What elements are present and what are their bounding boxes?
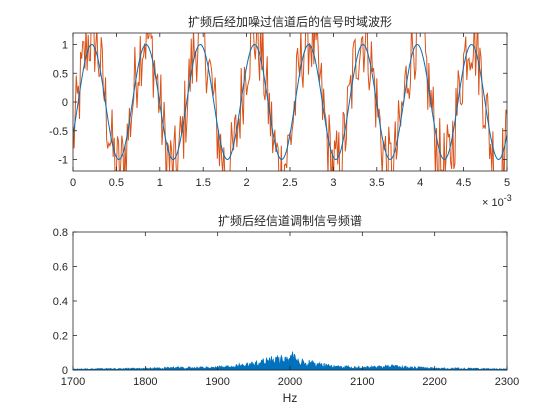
spectrum-ytick-label: 0.4	[53, 296, 68, 308]
y-ticks-spectrum: 0 0.2 0.4 0.6 0.8	[53, 227, 507, 377]
x-exponent-power: -3	[504, 193, 512, 203]
chart-title-spectrum: 扩频后经信道调制信号频谱	[218, 214, 362, 228]
y-ticks-time-domain: -1 -0.5 0 0.5 1	[49, 40, 507, 167]
time-domain-ytick-label: 0	[62, 97, 68, 109]
clean-signal-line	[73, 43, 507, 160]
time-domain-clip	[73, 33, 507, 171]
spectrum-ytick-label: 0.8	[53, 227, 68, 239]
time-domain-xtick-label: 3	[330, 177, 336, 189]
time-domain-ytick-label: -0.5	[49, 126, 68, 138]
time-domain-xtick-label: 4	[417, 177, 423, 189]
x-axis-label-spectrum: Hz	[283, 391, 298, 405]
time-domain-ytick-label: 0.5	[53, 68, 68, 80]
time-domain-xtick-label: 0.5	[109, 177, 124, 189]
x-exponent-label: × 10-3	[482, 193, 512, 209]
x-ticks-time-domain: 0 0.5 1 1.5 2 2.5 3 3.5 4 4.5 5	[70, 33, 510, 189]
spectrum-xtick-label: 2100	[350, 376, 374, 388]
time-domain-xtick-label: 3.5	[369, 177, 384, 189]
spectrum-xtick-label: 1900	[205, 376, 229, 388]
time-domain-ytick-label: 1	[62, 40, 68, 52]
spectrum-xtick-label: 1800	[133, 376, 157, 388]
spectrum-ytick-label: 0.6	[53, 262, 68, 274]
time-domain-xtick-label: 5	[504, 177, 510, 189]
spectrum-xtick-label: 1700	[61, 376, 85, 388]
time-domain-xtick-label: 0	[70, 177, 76, 189]
x-ticks-spectrum: 1700 1800 1900 2000 2100 2200 2300	[61, 232, 519, 388]
time-domain-xtick-label: 1.5	[196, 177, 211, 189]
chart-title-time-domain: 扩频后经加噪过信道后的信号时域波形	[188, 14, 392, 29]
spectrum-ytick-label: 0	[62, 365, 68, 377]
time-domain-xtick-label: 2.5	[282, 177, 297, 189]
time-domain-xtick-label: 1	[157, 177, 163, 189]
time-domain-xtick-label: 4.5	[456, 177, 471, 189]
plot-area-spectrum	[73, 232, 507, 370]
time-domain-xtick-label: 2	[244, 177, 250, 189]
spectrum-xtick-label: 2300	[495, 376, 519, 388]
axes-time-domain: 扩频后经加噪过信道后的信号时域波形 0 0.5 1 1.5 2 2.5 3 3.5 4 4.5 5 …	[49, 14, 512, 209]
spectrum-xtick-label: 2200	[422, 376, 446, 388]
plot-area-time-domain	[73, 33, 507, 171]
x-exponent-base: × 10	[482, 197, 504, 209]
axes-spectrum: 扩频后经信道调制信号频谱 1700 1800 1900 2000 2100 2200 230…	[53, 214, 520, 405]
time-domain-ytick-label: -1	[58, 155, 68, 167]
spectrum-ytick-label: 0.2	[53, 331, 68, 343]
spectrum-xtick-label: 2000	[278, 376, 302, 388]
series-layer-time-domain	[73, 33, 507, 171]
